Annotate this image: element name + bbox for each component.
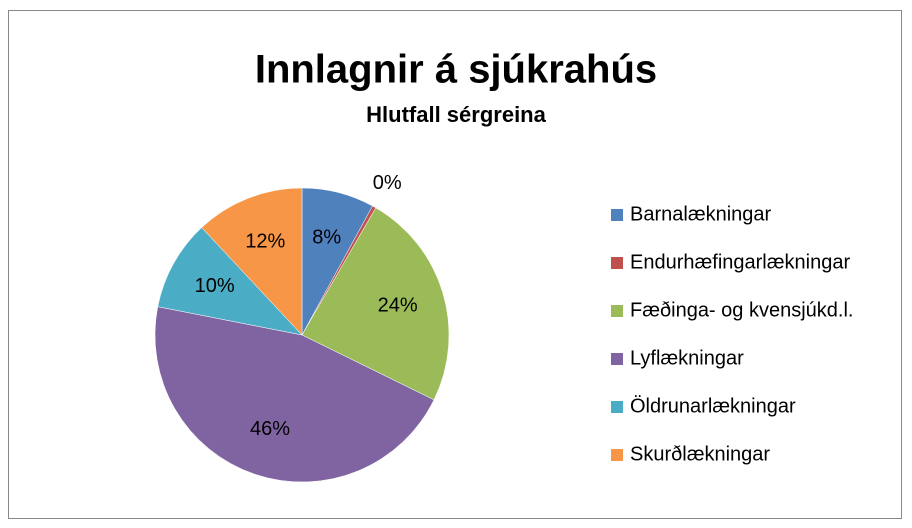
pie-slice <box>157 227 303 336</box>
chart-frame <box>8 10 902 519</box>
legend-label: Öldrunarlækningar <box>630 395 796 417</box>
legend-label: Endurhæfingarlækningar <box>630 251 850 273</box>
legend-label: Lyflækningar <box>630 347 744 369</box>
chart-title: Innlagnir á sjúkrahús <box>255 48 657 92</box>
legend-swatch <box>611 449 623 461</box>
legend-label: Fæðinga- og kvensjúkd.l. <box>630 299 853 321</box>
pie-slice <box>154 306 435 483</box>
legend-label: Skurðlækningar <box>630 443 770 465</box>
legend-swatch <box>611 257 623 269</box>
legend-swatch <box>611 401 623 413</box>
legend-swatch <box>611 305 623 317</box>
legend-label: Barnalækningar <box>630 203 772 225</box>
legend-swatch <box>611 353 623 365</box>
legend-swatch <box>611 209 623 221</box>
chart-subtitle: Hlutfall sérgreina <box>366 102 546 127</box>
pie-slice <box>301 207 450 401</box>
data-label: 12% <box>245 230 285 252</box>
data-label: 24% <box>378 294 418 316</box>
pie-slice <box>201 187 303 336</box>
data-label: 46% <box>250 418 290 440</box>
data-label: 10% <box>195 275 235 297</box>
data-label: 0% <box>373 172 402 194</box>
data-label: 8% <box>312 226 341 248</box>
